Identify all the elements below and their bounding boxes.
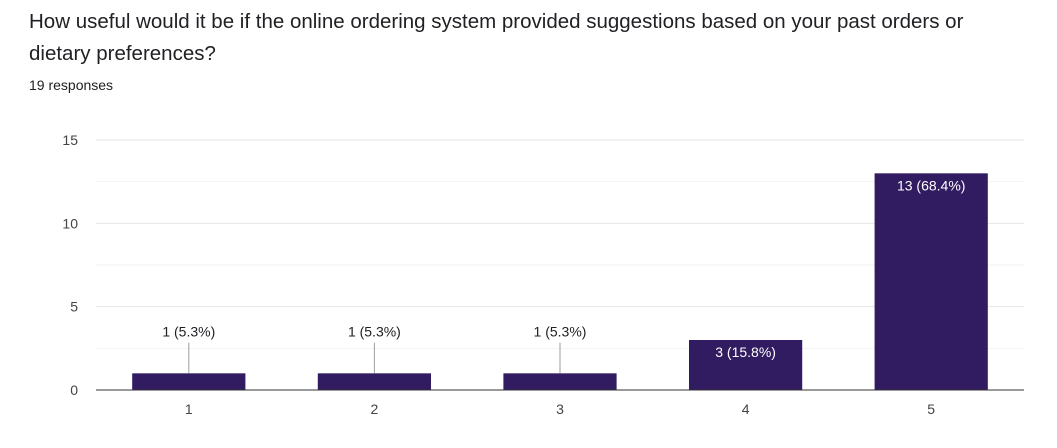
- y-tick-label: 0: [70, 382, 78, 398]
- x-tick-label: 2: [371, 401, 379, 417]
- bars: [132, 173, 988, 390]
- x-axis-ticks: 1 2 3 4 5: [185, 401, 935, 417]
- question-title: How useful would it be if the online ord…: [29, 10, 964, 65]
- bar: [688, 340, 803, 390]
- y-tick-label: 5: [70, 299, 78, 315]
- bar-data-label: 1 (5.3%): [534, 324, 587, 340]
- bar-data-label: 3 (15.8%): [715, 344, 776, 360]
- y-axis-ticks: 0 5 10 15: [62, 132, 78, 398]
- y-tick-label: 10: [62, 215, 78, 231]
- bar-data-label: 1 (5.3%): [348, 324, 401, 340]
- data-labels: 1 (5.3%) 1 (5.3%) 1 (5.3%) 3 (15.8%) 13 (68.…: [162, 177, 965, 374]
- bar: [874, 173, 988, 390]
- x-tick-label: 1: [185, 401, 193, 417]
- bar: [317, 373, 432, 390]
- bar: [503, 373, 617, 390]
- x-tick-label: 4: [742, 401, 750, 417]
- bar-data-label: 13 (68.4%): [897, 177, 965, 193]
- x-tick-label: 5: [927, 401, 935, 417]
- bar-data-label: 1 (5.3%): [162, 324, 215, 340]
- response-count: 19 responses: [29, 77, 114, 93]
- x-tick-label: 3: [556, 401, 564, 417]
- y-tick-label: 15: [62, 132, 78, 148]
- bar: [132, 373, 246, 390]
